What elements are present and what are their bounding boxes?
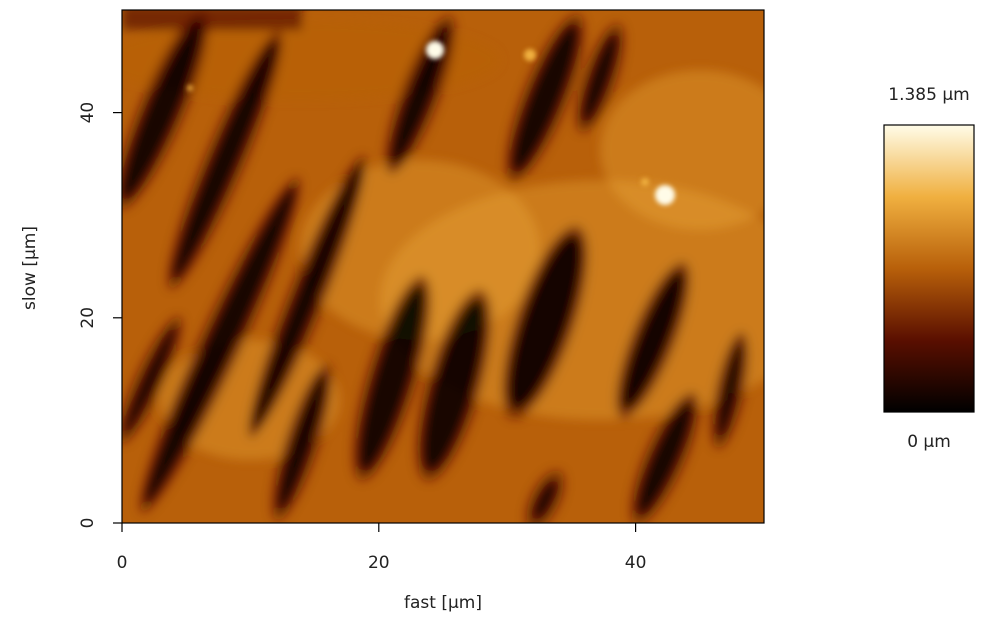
x-axis-label: fast [µm] bbox=[404, 593, 482, 613]
afm-image bbox=[122, 10, 764, 523]
colorbar bbox=[883, 124, 975, 413]
y-tick-label: 0 bbox=[78, 518, 98, 529]
bright-spot bbox=[426, 41, 444, 59]
streak bbox=[511, 23, 579, 173]
streak bbox=[122, 20, 203, 200]
streak bbox=[508, 234, 582, 410]
streak bbox=[277, 372, 327, 512]
y-tick-label: 20 bbox=[78, 307, 98, 329]
bright-spot bbox=[524, 49, 536, 61]
streak bbox=[252, 164, 362, 430]
x-tick-label: 20 bbox=[368, 553, 390, 573]
bright-spot bbox=[655, 185, 675, 205]
streak bbox=[621, 270, 685, 410]
streak bbox=[637, 400, 693, 516]
bright-spot bbox=[187, 85, 193, 91]
x-tick-label: 0 bbox=[117, 553, 128, 573]
spots bbox=[187, 41, 675, 205]
light-patch bbox=[600, 70, 764, 230]
colorbar-label: 0 µm bbox=[907, 432, 951, 452]
streak bbox=[144, 186, 296, 504]
streak bbox=[123, 325, 177, 435]
streak bbox=[533, 479, 557, 521]
bright-spot bbox=[641, 178, 649, 186]
colorbar-label: 1.385 µm bbox=[888, 85, 969, 105]
streak bbox=[717, 341, 743, 439]
streak bbox=[358, 284, 426, 472]
plot-frame bbox=[121, 9, 765, 524]
y-tick-label: 40 bbox=[78, 102, 98, 124]
streak bbox=[422, 298, 486, 472]
y-axis-label: slow [µm] bbox=[20, 226, 40, 310]
top-band bbox=[122, 10, 302, 30]
x-tick-label: 40 bbox=[625, 553, 647, 573]
streak bbox=[390, 24, 450, 166]
texture bbox=[122, 10, 764, 523]
streak bbox=[172, 40, 278, 280]
streak bbox=[582, 32, 618, 124]
